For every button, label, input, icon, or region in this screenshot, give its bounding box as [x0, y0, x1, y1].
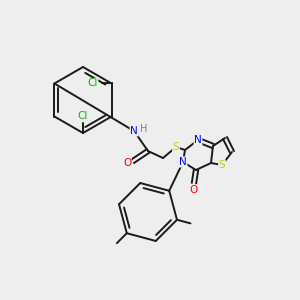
Text: N: N: [194, 135, 202, 145]
Text: H: H: [140, 124, 148, 134]
Text: Cl: Cl: [78, 111, 88, 121]
Text: S: S: [219, 160, 225, 170]
Text: O: O: [190, 185, 198, 195]
Text: N: N: [179, 157, 187, 167]
Text: Cl: Cl: [87, 79, 98, 88]
Text: S: S: [173, 142, 179, 152]
Text: O: O: [123, 158, 131, 168]
Text: N: N: [130, 126, 138, 136]
